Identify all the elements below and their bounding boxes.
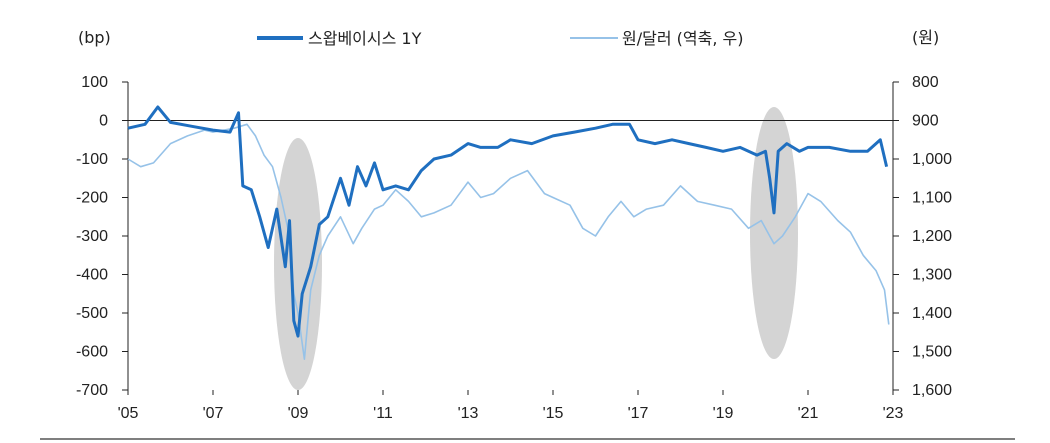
x-axis-ticks: '05 '07 '09 '11 '13 '15 '17 '19 '21 '23 xyxy=(118,390,904,422)
right-tick-label: 1,100 xyxy=(912,190,952,207)
series-line-krw-usd xyxy=(127,123,890,361)
x-tick-label: '15 xyxy=(543,405,564,422)
left-tick-label: -400 xyxy=(76,267,108,284)
right-tick-label: 1,500 xyxy=(912,344,952,361)
x-tick-label: '23 xyxy=(883,405,904,422)
series-line-swap-basis xyxy=(127,105,889,338)
left-axis-unit: (bp) xyxy=(78,28,111,47)
legend-label-krw-usd: 원/달러 (역축, 우) xyxy=(622,29,743,48)
left-tick-label: -500 xyxy=(76,305,108,322)
legend-label-swap-basis: 스왑베이시스 1Y xyxy=(308,29,422,48)
right-axis-unit: (원) xyxy=(912,28,939,47)
highlight-ellipse-2008-2009 xyxy=(274,138,322,390)
right-tick-label: 900 xyxy=(912,113,939,130)
x-tick-label: '13 xyxy=(458,405,479,422)
left-tick-label: -200 xyxy=(76,190,108,207)
right-axis-ticks: 800 900 1,000 1,100 1,200 1,300 1,400 1,500 1,60… xyxy=(893,74,952,399)
left-tick-label: -600 xyxy=(76,344,108,361)
right-tick-label: 800 xyxy=(912,74,939,91)
x-tick-label: '05 xyxy=(118,405,139,422)
left-tick-label: 0 xyxy=(99,113,108,130)
x-tick-label: '17 xyxy=(628,405,649,422)
left-tick-label: 100 xyxy=(81,74,108,91)
left-axis-ticks: 100 0 -100 -200 -300 -400 -500 -600 -700 xyxy=(76,74,128,399)
legend: 스왑베이시스 1Y 원/달러 (역축, 우) xyxy=(257,29,743,48)
right-tick-label: 1,400 xyxy=(912,305,952,322)
right-tick-label: 1,200 xyxy=(912,228,952,245)
left-tick-label: -700 xyxy=(76,382,108,399)
right-tick-label: 1,000 xyxy=(912,151,952,168)
right-tick-label: 1,300 xyxy=(912,267,952,284)
left-tick-label: -100 xyxy=(76,151,108,168)
x-tick-label: '09 xyxy=(288,405,309,422)
highlight-layer xyxy=(274,107,798,390)
right-tick-label: 1,600 xyxy=(912,382,952,399)
x-tick-label: '07 xyxy=(203,405,224,422)
highlight-ellipse-2020 xyxy=(750,107,798,359)
x-tick-label: '11 xyxy=(373,405,393,422)
series-layer xyxy=(127,105,890,361)
x-tick-label: '21 xyxy=(798,405,819,422)
left-tick-label: -300 xyxy=(76,228,108,245)
x-tick-label: '19 xyxy=(713,405,734,422)
